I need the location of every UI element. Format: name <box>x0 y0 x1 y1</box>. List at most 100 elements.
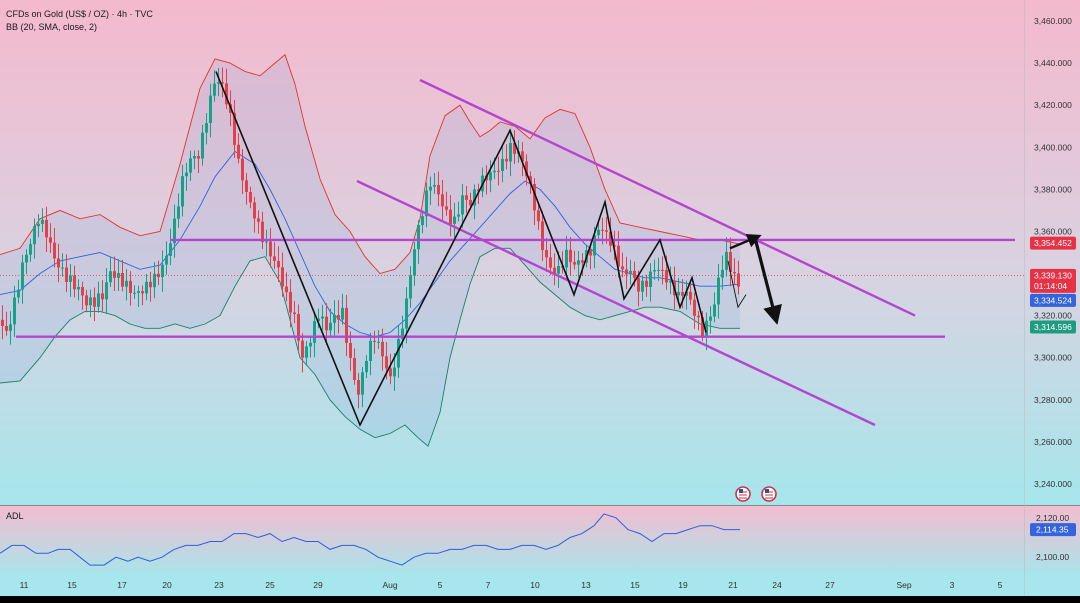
candle-body <box>301 340 304 358</box>
candle-body <box>269 241 272 257</box>
candle-body <box>81 287 84 296</box>
candle-body <box>425 190 428 217</box>
time-tick-label: 25 <box>265 580 275 590</box>
candle-body <box>545 250 548 258</box>
adl-indicator-label[interactable]: ADL <box>6 511 24 521</box>
candle-body <box>405 298 408 329</box>
candle-body <box>21 262 24 290</box>
candle-body <box>25 254 28 263</box>
candle-body <box>489 172 492 181</box>
candle-body <box>49 237 52 243</box>
price-tick-label: 3,380.000 <box>1034 184 1072 194</box>
price-badge-label: 3,334.524 <box>1034 295 1072 305</box>
candle-body <box>157 273 160 278</box>
candle-body <box>17 289 20 298</box>
candle-body <box>729 252 732 272</box>
time-tick-label: 5 <box>438 580 443 590</box>
candle-body <box>645 280 648 287</box>
adl-last-badge <box>1030 523 1076 537</box>
candle-body <box>249 192 252 203</box>
candle-body <box>253 202 256 219</box>
candle-body <box>509 143 512 162</box>
price-tick-label: 3,320.000 <box>1034 311 1072 321</box>
candle-body <box>737 273 740 287</box>
candle-body <box>29 244 32 255</box>
price-tick-label: 3,360.000 <box>1034 227 1072 237</box>
candle-body <box>41 219 44 224</box>
candle-body <box>693 299 696 316</box>
candle-body <box>697 315 700 318</box>
time-tick-label: 21 <box>728 580 738 590</box>
candle-body <box>273 256 276 261</box>
candle-body <box>177 206 180 219</box>
projection-arrow <box>753 237 782 325</box>
candle-body <box>149 281 152 288</box>
candle-body <box>477 189 480 192</box>
time-tick-label: 15 <box>67 580 77 590</box>
bb-area <box>0 54 740 447</box>
horizontal-levels[interactable] <box>0 78 1024 427</box>
candle-body <box>493 170 496 173</box>
candle-body <box>285 286 288 293</box>
symbol-title[interactable]: CFDs on Gold (US$ / OZ) · 4h · TVC <box>6 9 153 19</box>
candle-body <box>165 255 168 265</box>
candle-body <box>577 260 580 265</box>
candle-body <box>373 340 376 342</box>
candle-body <box>97 293 100 307</box>
candle-body <box>9 324 12 331</box>
time-tick-label: 29 <box>313 580 323 590</box>
time-tick-label: 23 <box>214 580 224 590</box>
candle-body <box>313 321 316 343</box>
price-badge-label: 3,314.596 <box>1034 322 1072 332</box>
price-badge <box>1030 268 1076 293</box>
candle-body <box>525 161 528 177</box>
candle-body <box>657 269 660 271</box>
candle-body <box>173 218 176 244</box>
candle-body <box>389 368 392 377</box>
bollinger-bands <box>0 53 741 447</box>
candle-body <box>385 356 388 369</box>
candle-body <box>261 221 264 243</box>
candle-body <box>193 156 196 159</box>
candle-body <box>325 316 328 331</box>
candle-body <box>53 242 56 259</box>
candle-body <box>169 243 172 256</box>
candle-body <box>573 262 576 265</box>
adl-tick-label: 2,100.00 <box>1036 552 1069 562</box>
adl-last-label: 2,114.35 <box>1036 525 1069 535</box>
candle-body <box>521 151 524 162</box>
candle-body <box>621 266 624 270</box>
candle-body <box>185 172 188 177</box>
time-axis-bg <box>0 573 1080 596</box>
candle-body <box>77 287 80 290</box>
candle-body <box>717 277 720 305</box>
candle-body <box>121 273 124 287</box>
candle-body <box>145 281 148 294</box>
time-tick-label: 20 <box>162 580 172 590</box>
us-flag-event-icon[interactable] <box>735 486 751 502</box>
candle-body <box>85 295 88 306</box>
event-icons[interactable] <box>735 486 777 502</box>
candle-body <box>197 156 200 159</box>
candle-body <box>505 158 508 162</box>
candle-body <box>649 271 652 287</box>
candle-body <box>205 123 208 133</box>
candle-body <box>581 260 584 263</box>
us-flag-event-icon[interactable] <box>761 486 777 502</box>
candle-body <box>113 271 116 278</box>
candle-body <box>681 291 684 296</box>
candle-body <box>341 307 344 320</box>
candle-body <box>5 326 8 331</box>
candle-body <box>329 322 332 331</box>
time-tick-label: 19 <box>678 580 688 590</box>
bb-indicator-label[interactable]: BB (20, SMA, close, 2) <box>6 22 97 32</box>
candle-body <box>589 250 592 256</box>
price-tick-label: 3,300.000 <box>1034 353 1072 363</box>
candle-body <box>437 185 440 195</box>
candle-body <box>601 229 604 231</box>
candle-body <box>69 275 72 282</box>
candle-body <box>401 328 404 340</box>
time-axis[interactable]: 11 15 17 20 23 25 29 Aug 5 7 10 13 15 19 21 24 27 Sep 3 5 <box>20 580 1003 590</box>
